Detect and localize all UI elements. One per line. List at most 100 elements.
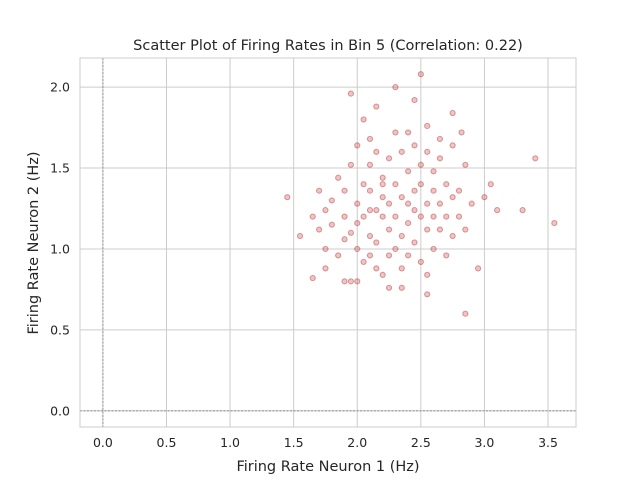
scatter-point: [462, 310, 469, 317]
y-axis-label: Firing Rate Neuron 2 (Hz): [26, 151, 42, 334]
scatter-point: [392, 181, 399, 188]
chart-title: Scatter Plot of Firing Rates in Bin 5 (C…: [133, 38, 523, 54]
scatter-point: [379, 271, 386, 278]
scatter-point: [449, 232, 456, 240]
scatter-point: [443, 213, 450, 220]
scatter-point: [405, 252, 412, 259]
y-tick-label: 1.0: [50, 241, 70, 256]
scatter-point: [443, 252, 450, 259]
scatter-point: [373, 207, 380, 214]
scatter-point: [373, 265, 380, 272]
scatter-point: [379, 181, 386, 188]
scatter-point: [405, 129, 412, 136]
scatter-point: [366, 187, 374, 194]
reference-lines: [80, 58, 576, 427]
scatter-point: [417, 71, 424, 78]
grid-lines: [80, 58, 576, 427]
x-axis-label: Firing Rate Neuron 1 (Hz): [236, 459, 419, 475]
scatter-point: [335, 174, 342, 181]
scatter-point: [398, 265, 405, 272]
scatter-point: [347, 90, 354, 97]
scatter-point: [551, 219, 558, 227]
scatter-point: [341, 236, 348, 243]
scatter-point: [449, 142, 456, 149]
scatter-point: [424, 291, 431, 298]
x-tick-labels: 0.0 0.5 1.0 1.5 2.0 2.5 3.0 3.5: [93, 435, 558, 450]
scatter-point: [335, 252, 342, 259]
scatter-point: [392, 84, 399, 91]
scatter-point: [309, 213, 316, 220]
scatter-point: [405, 200, 412, 207]
scatter-point: [411, 239, 418, 246]
scatter-point: [385, 252, 393, 259]
scatter-point: [458, 129, 465, 136]
scatter-point: [354, 245, 361, 253]
y-tick-label: 1.5: [50, 161, 70, 176]
scatter-point: [341, 187, 348, 194]
scatter-point: [385, 226, 393, 233]
x-tick-label: 2.5: [411, 435, 431, 450]
scatter-point: [417, 161, 424, 168]
scatter-point: [379, 194, 386, 201]
scatter-point: [424, 148, 431, 155]
scatter-point: [424, 271, 431, 278]
scatter-point: [315, 226, 323, 233]
scatter-point: [354, 142, 361, 149]
scatter-point: [366, 232, 374, 240]
y-tick-labels: 0.0 0.5 1.0 1.5 2.0: [50, 80, 70, 419]
scatter-point: [322, 207, 329, 214]
scatter-point: [398, 284, 405, 291]
scatter-point: [411, 96, 418, 104]
scatter-point: [328, 197, 335, 204]
scatter-point: [360, 181, 367, 188]
scatter-point: [443, 181, 450, 188]
scatter-point: [322, 265, 329, 272]
scatter-point: [455, 213, 463, 220]
y-tick-label: 0.5: [50, 322, 70, 337]
scatter-point: [398, 194, 405, 201]
scatter-point: [379, 213, 386, 220]
scatter-point: [360, 258, 367, 266]
scatter-point: [519, 207, 526, 214]
scatter-point: [385, 284, 393, 291]
scatter-point: [392, 245, 399, 253]
scatter-point: [411, 207, 418, 214]
scatter-point: [455, 187, 463, 194]
scatter-point: [468, 200, 475, 207]
x-tick-label: 2.0: [347, 435, 367, 450]
scatter-point: [417, 213, 424, 220]
scatter-point: [436, 200, 444, 207]
scatter-point: [347, 278, 354, 285]
scatter-point: [347, 161, 354, 168]
scatter-point: [405, 168, 412, 175]
x-tick-label: 1.5: [284, 435, 304, 450]
scatter-point: [424, 226, 431, 233]
scatter-point: [436, 226, 444, 233]
scatter-point: [424, 200, 431, 207]
scatter-point: [354, 200, 361, 207]
scatter-point: [436, 155, 444, 162]
scatter-point: [354, 219, 361, 227]
scatter-point: [373, 239, 380, 246]
scatter-point: [328, 221, 335, 228]
scatter-point: [392, 129, 399, 136]
x-tick-label: 0.0: [93, 435, 113, 450]
scatter-point: [481, 194, 488, 201]
scatter-point: [462, 226, 469, 233]
scatter-point: [385, 200, 393, 207]
scatter-point: [296, 232, 304, 240]
scatter-point: [430, 168, 437, 175]
scatter-point: [417, 258, 424, 266]
scatter-point: [462, 161, 469, 168]
scatter-point: [347, 229, 354, 236]
x-tick-label: 3.5: [538, 435, 558, 450]
x-tick-label: 1.0: [220, 435, 240, 450]
scatter-point: [360, 116, 367, 123]
scatter-point: [424, 122, 431, 130]
plot-frame: [79, 57, 577, 428]
scatter-point: [449, 194, 456, 201]
scatter-point: [532, 155, 539, 162]
x-tick-label: 0.5: [157, 435, 177, 450]
